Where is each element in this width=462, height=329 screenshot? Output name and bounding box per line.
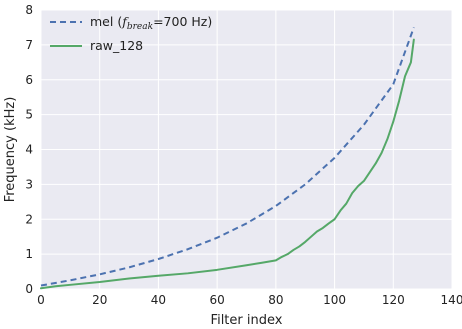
y-tick-label: 2	[25, 212, 33, 226]
y-axis-ticks: 0 1 2 3 4 5 6 7 8	[25, 3, 33, 296]
y-tick-label: 0	[25, 282, 33, 296]
x-tick-label: 20	[92, 293, 107, 307]
y-tick-label: 1	[25, 247, 33, 261]
y-axis-label: Frequency (kHz)	[3, 97, 18, 203]
legend-label-raw-128: raw_128	[90, 38, 143, 53]
y-tick-label: 5	[25, 108, 33, 122]
legend: mel (fbreak=700 Hz) raw_128	[50, 14, 212, 53]
legend-label-mel: mel (fbreak=700 Hz)	[90, 14, 212, 32]
series-line-raw-128	[40, 38, 415, 290]
y-tick-label: 8	[25, 3, 33, 17]
y-tick-label: 7	[25, 38, 33, 52]
x-tick-label: 80	[268, 293, 283, 307]
y-tick-label: 4	[25, 143, 33, 157]
x-tick-label: 140	[441, 293, 462, 307]
series-layer	[40, 27, 415, 290]
grid-lines	[40, 9, 453, 290]
x-tick-label: 120	[382, 293, 405, 307]
x-axis-ticks: 0 20 40 60 80 100 120 140	[37, 293, 462, 307]
x-axis-label: Filter index	[211, 313, 283, 328]
series-line-mel	[40, 27, 415, 287]
x-tick-label: 40	[151, 293, 166, 307]
x-tick-label: 100	[323, 293, 346, 307]
y-tick-label: 6	[25, 73, 33, 87]
x-tick-label: 60	[210, 293, 225, 307]
x-tick-label: 0	[37, 293, 45, 307]
y-tick-label: 3	[25, 177, 33, 191]
